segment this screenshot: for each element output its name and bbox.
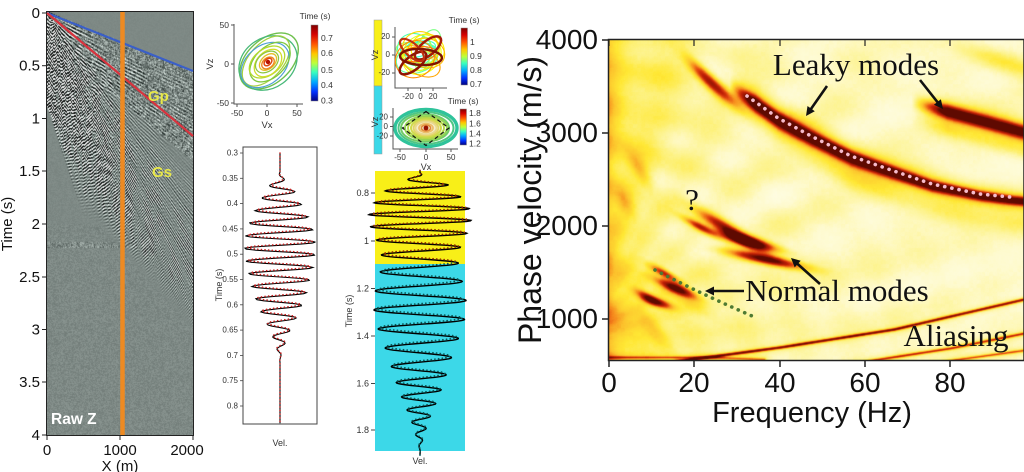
svg-text:80: 80: [934, 367, 965, 398]
svg-text:2000: 2000: [536, 210, 598, 241]
svg-text:Vx: Vx: [261, 120, 272, 131]
svg-text:0.6: 0.6: [321, 48, 333, 58]
svg-text:?: ?: [685, 182, 699, 217]
svg-text:Vz: Vz: [370, 49, 380, 60]
svg-text:Aliasing: Aliasing: [903, 318, 1008, 353]
svg-text:0.45: 0.45: [222, 224, 238, 233]
svg-text:1: 1: [364, 236, 369, 246]
svg-text:1.4: 1.4: [356, 331, 369, 341]
svg-text:3: 3: [32, 322, 40, 339]
svg-text:0: 0: [265, 108, 270, 118]
svg-text:Gs: Gs: [152, 164, 172, 181]
svg-text:0.3: 0.3: [321, 96, 333, 106]
svg-text:0: 0: [43, 442, 51, 459]
svg-text:2000: 2000: [170, 442, 203, 459]
svg-text:0.3: 0.3: [227, 149, 239, 158]
svg-text:Frequency (Hz): Frequency (Hz): [712, 397, 912, 429]
svg-text:20: 20: [379, 113, 388, 122]
svg-text:0: 0: [386, 50, 391, 59]
svg-text:4000: 4000: [536, 24, 598, 55]
svg-text:Vz: Vz: [370, 116, 380, 127]
svg-text:0.55: 0.55: [222, 275, 238, 284]
svg-text:-50: -50: [217, 98, 230, 108]
svg-text:0: 0: [418, 92, 423, 101]
svg-text:50: 50: [447, 153, 456, 162]
svg-text:1.8: 1.8: [469, 108, 481, 118]
svg-text:2: 2: [32, 216, 40, 233]
svg-text:1: 1: [32, 111, 40, 128]
svg-text:Normal modes: Normal modes: [745, 273, 928, 308]
svg-text:0.8: 0.8: [227, 402, 239, 411]
svg-text:-20: -20: [376, 132, 388, 141]
svg-text:0.4: 0.4: [321, 80, 333, 90]
svg-text:0.8: 0.8: [356, 188, 369, 198]
svg-text:0.4: 0.4: [227, 199, 239, 208]
svg-text:X (m): X (m): [102, 458, 139, 472]
svg-text:Leaky modes: Leaky modes: [773, 47, 939, 82]
svg-text:0.65: 0.65: [222, 326, 238, 335]
svg-text:Gp: Gp: [148, 88, 169, 105]
svg-text:0.6: 0.6: [227, 300, 239, 309]
svg-text:1.4: 1.4: [469, 129, 481, 139]
svg-text:1.5: 1.5: [19, 163, 40, 180]
svg-text:-20: -20: [378, 68, 390, 77]
svg-text:40: 40: [764, 367, 795, 398]
svg-text:Time (s): Time (s): [449, 15, 480, 25]
svg-text:-50: -50: [231, 108, 244, 118]
svg-text:0.7: 0.7: [227, 351, 239, 360]
svg-text:Vel.: Vel.: [272, 438, 287, 448]
svg-text:Vx: Vx: [421, 162, 432, 172]
svg-text:0.5: 0.5: [321, 65, 333, 75]
svg-text:0: 0: [32, 5, 40, 22]
svg-text:20: 20: [381, 32, 390, 41]
svg-text:0.8: 0.8: [470, 65, 482, 75]
svg-text:1.6: 1.6: [356, 379, 369, 389]
svg-text:0.5: 0.5: [227, 250, 239, 259]
svg-text:Time (s): Time (s): [300, 11, 331, 21]
svg-text:20: 20: [678, 367, 709, 398]
svg-text:Time (s): Time (s): [0, 197, 16, 251]
svg-text:1.2: 1.2: [356, 284, 369, 294]
svg-text:1: 1: [470, 37, 475, 47]
svg-text:-50: -50: [394, 153, 406, 162]
svg-text:0.7: 0.7: [321, 33, 333, 43]
svg-text:1.8: 1.8: [356, 425, 369, 435]
svg-text:50: 50: [292, 108, 302, 118]
svg-text:0: 0: [424, 153, 429, 162]
svg-text:3.5: 3.5: [19, 374, 40, 391]
svg-text:0.75: 0.75: [222, 376, 238, 385]
svg-text:0.9: 0.9: [470, 51, 482, 61]
svg-text:3000: 3000: [536, 117, 598, 148]
svg-text:0: 0: [224, 59, 229, 69]
svg-text:Vz: Vz: [205, 58, 216, 69]
svg-text:1000: 1000: [103, 442, 136, 459]
svg-text:20: 20: [429, 92, 438, 101]
svg-text:0: 0: [384, 122, 389, 131]
svg-text:Time (s): Time (s): [344, 295, 354, 328]
svg-text:Time (s): Time (s): [448, 96, 479, 106]
svg-text:50: 50: [220, 20, 230, 30]
svg-text:1.2: 1.2: [469, 139, 481, 149]
svg-text:Raw Z: Raw Z: [51, 411, 97, 428]
svg-text:0.7: 0.7: [470, 79, 482, 89]
svg-text:4: 4: [32, 427, 40, 444]
svg-text:0.5: 0.5: [19, 58, 40, 75]
svg-text:0.35: 0.35: [222, 174, 238, 183]
svg-text:Phase velocity (m/s): Phase velocity (m/s): [512, 56, 548, 344]
svg-text:Time (s): Time (s): [214, 269, 224, 302]
svg-text:Vel.: Vel.: [412, 456, 427, 466]
svg-text:-20: -20: [402, 92, 414, 101]
svg-text:2.5: 2.5: [19, 269, 40, 286]
svg-text:1000: 1000: [536, 303, 598, 334]
svg-text:60: 60: [849, 367, 880, 398]
svg-text:1.6: 1.6: [469, 119, 481, 129]
svg-text:0: 0: [601, 367, 617, 398]
